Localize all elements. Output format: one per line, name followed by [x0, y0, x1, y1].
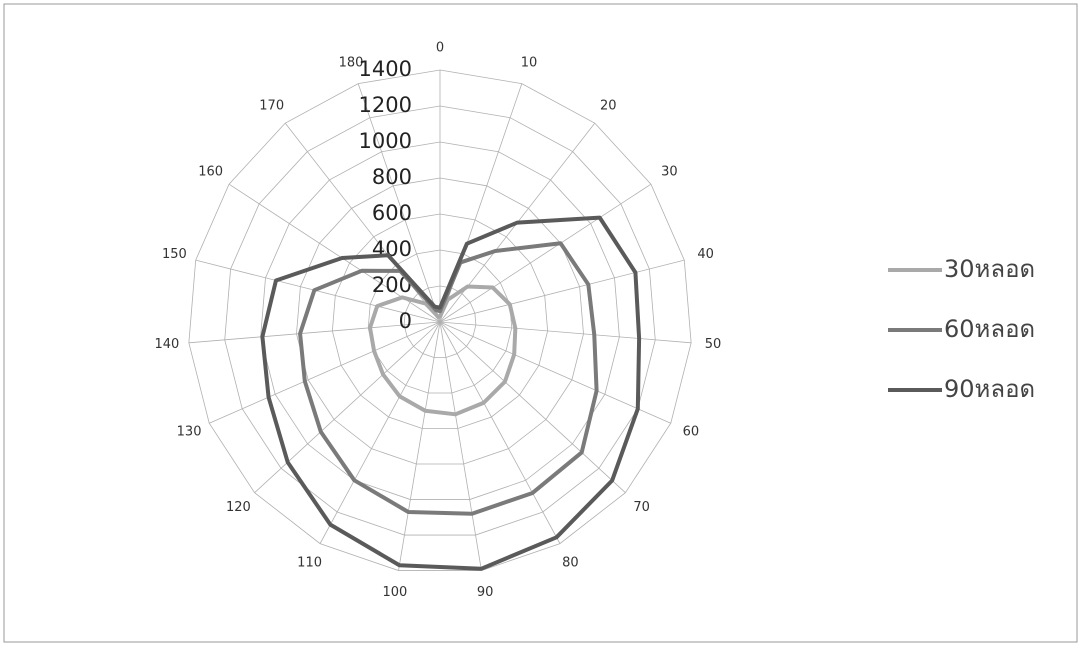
legend-label: 30หลอด: [944, 255, 1035, 283]
spoke: [357, 83, 441, 323]
grid-ring: [188, 69, 692, 571]
y-tick-label: 800: [372, 165, 412, 189]
spoke: [195, 259, 441, 323]
category-label: 90: [477, 585, 494, 600]
category-label: 170: [259, 98, 284, 113]
spoke: [439, 321, 671, 424]
y-tick-label: 600: [372, 201, 412, 225]
spoke: [439, 259, 685, 323]
category-label: 110: [297, 555, 322, 570]
category-label: 10: [521, 55, 538, 70]
category-label: 60: [683, 425, 700, 440]
spoke: [439, 321, 561, 544]
y-tick-label: 0: [399, 309, 412, 333]
category-label: 160: [198, 165, 223, 180]
grid-ring: [403, 285, 477, 358]
grid-ring: [260, 141, 620, 500]
spoke: [209, 321, 441, 424]
category-label: 150: [162, 247, 187, 262]
spoke: [398, 321, 441, 571]
series-line: [368, 284, 518, 417]
spoke: [439, 321, 482, 571]
category-label: 0: [436, 41, 444, 56]
category-label: 50: [705, 337, 722, 352]
chart-border: [3, 3, 1078, 643]
grid-ring: [331, 213, 549, 429]
spoke: [319, 321, 441, 544]
grid-ring: [367, 249, 513, 394]
category-label: 140: [155, 337, 180, 352]
y-tick-label: 1400: [359, 57, 412, 81]
spoke: [188, 321, 441, 344]
category-label: 100: [382, 585, 407, 600]
category-label: 180: [339, 55, 364, 70]
category-label: 130: [177, 425, 202, 440]
spoke: [439, 183, 652, 323]
spoke: [439, 321, 626, 493]
category-label: 30: [661, 165, 678, 180]
series-line: [260, 215, 642, 571]
spoke: [439, 321, 692, 344]
legend-label: 60หลอด: [944, 315, 1035, 343]
category-label: 120: [226, 500, 251, 515]
spoke: [254, 321, 441, 493]
series-line: [298, 241, 599, 516]
category-label: 40: [697, 247, 714, 262]
grid-ring: [224, 105, 656, 536]
y-tick-label: 1200: [359, 93, 412, 117]
y-tick-label: 1000: [359, 129, 412, 153]
category-label: 20: [600, 98, 617, 113]
category-label: 70: [633, 500, 650, 515]
legend-label: 90หลอด: [944, 375, 1035, 403]
category-label: 80: [562, 555, 579, 570]
